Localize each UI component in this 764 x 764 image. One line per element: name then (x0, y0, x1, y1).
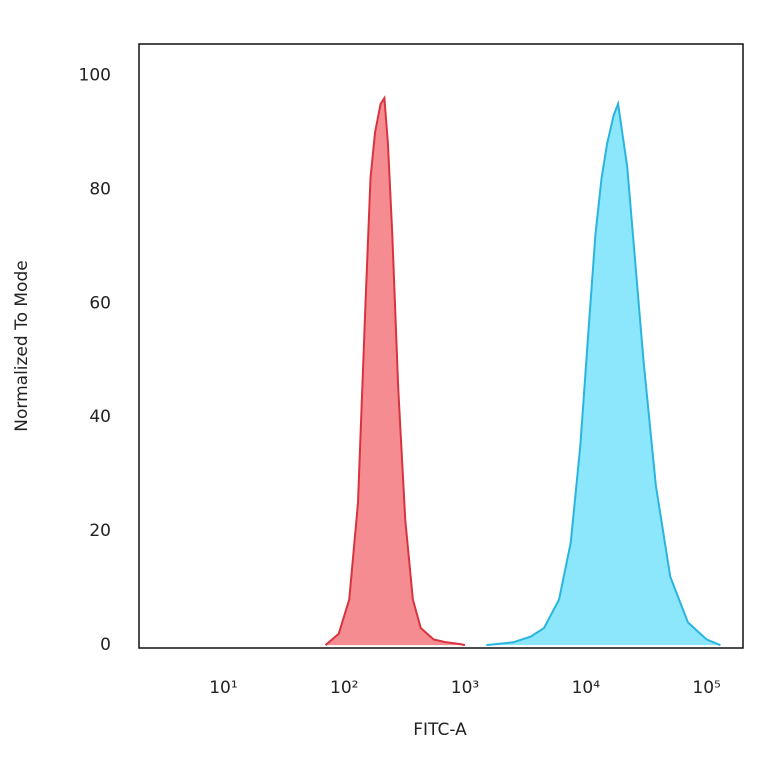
y-tick-label: 20 (89, 521, 111, 541)
x-tick-label: 10¹ (209, 678, 237, 698)
area-outline (486, 99, 721, 647)
y-tick-label: 80 (89, 179, 111, 199)
x-axis-label: FITC-A (413, 720, 467, 740)
area-outline (324, 95, 466, 647)
y-tick-label: 0 (100, 635, 111, 655)
x-tick-label: 10³ (451, 678, 479, 698)
y-axis-label: Normalized To Mode (12, 260, 32, 431)
area (486, 103, 721, 646)
x-tick-label: 10⁵ (692, 678, 720, 698)
plot-frame (138, 43, 744, 649)
x-tick-label: 10² (330, 678, 358, 698)
area (325, 98, 466, 646)
y-tick-label: 60 (89, 293, 111, 313)
y-tick-label: 100 (79, 65, 111, 85)
x-tick-label: 10⁴ (572, 678, 601, 698)
y-tick-label: 40 (89, 407, 111, 427)
